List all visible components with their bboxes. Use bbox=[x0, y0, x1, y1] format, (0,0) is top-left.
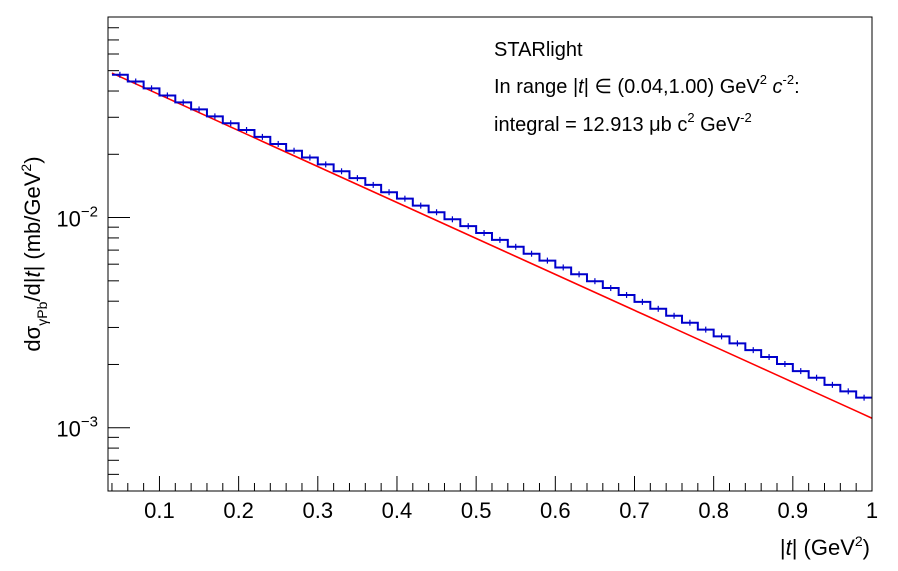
x-tick-label: 1 bbox=[866, 498, 878, 523]
x-tick-label: 0.8 bbox=[698, 498, 729, 523]
x-tick-label: 0.3 bbox=[303, 498, 334, 523]
histogram-steps bbox=[111, 73, 872, 399]
x-tick-label: 0.4 bbox=[382, 498, 413, 523]
x-tick-label: 0.6 bbox=[540, 498, 571, 523]
x-tick-label: 0.5 bbox=[461, 498, 492, 523]
y-axis-title: dσγPb/d|t| (mb/GeV2) bbox=[18, 156, 50, 351]
x-tick-label: 0.1 bbox=[144, 498, 175, 523]
axis-ticks bbox=[108, 16, 873, 492]
y-tick-label: 10−3 bbox=[56, 414, 98, 442]
plot-frame bbox=[107, 16, 873, 492]
annotation-integral: integral = 12.913 μb c2 GeV-2 bbox=[494, 110, 752, 136]
x-tick-label: 0.7 bbox=[619, 498, 650, 523]
x-axis-title: |t| (GeV2) bbox=[780, 533, 870, 560]
plot-data bbox=[111, 71, 873, 419]
x-tick-label: 0.2 bbox=[223, 498, 254, 523]
x-tick-label: 0.9 bbox=[778, 498, 809, 523]
y-tick-labels: 10−2 10−3 bbox=[56, 204, 98, 442]
fit-curve bbox=[111, 72, 873, 419]
x-tick-labels: 0.1 0.2 0.3 0.4 0.5 0.6 0.7 0.8 0.9 1 bbox=[144, 498, 878, 523]
annotation-generator: STARlight bbox=[494, 39, 583, 61]
y-tick-label: 10−2 bbox=[56, 204, 98, 232]
annotation-range: In range |t| ∈ (0.04,1.00) GeV2 c-2: bbox=[494, 72, 800, 98]
